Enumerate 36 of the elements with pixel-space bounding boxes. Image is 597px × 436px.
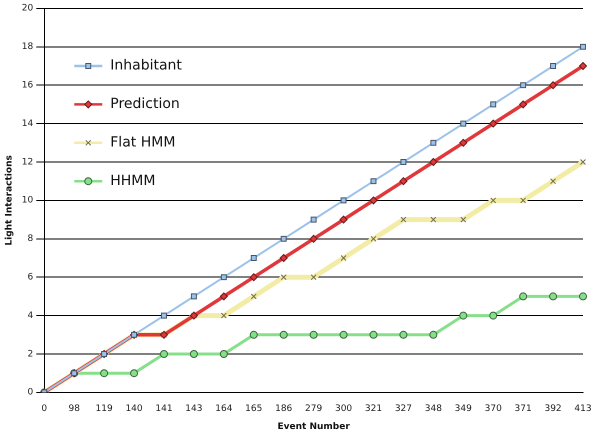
y-tick-label: 16 xyxy=(22,80,34,91)
legend-label: Prediction xyxy=(110,96,180,112)
x-tick-label: 0 xyxy=(41,404,48,414)
x-tick-label: 140 xyxy=(125,404,143,414)
legend-label: HHMM xyxy=(110,172,156,189)
y-tick-label: 18 xyxy=(22,42,34,52)
x-tick-label: 321 xyxy=(364,404,382,414)
x-tick-label: 98 xyxy=(68,404,80,414)
x-tick-label: 164 xyxy=(215,404,233,414)
x-tick-label: 300 xyxy=(334,404,352,414)
y-tick-label: 6 xyxy=(28,272,34,283)
x-tick-label: 165 xyxy=(245,404,262,414)
x-tick-label: 327 xyxy=(394,404,412,414)
x-tick-label: 371 xyxy=(514,404,532,414)
x-tick-label: 141 xyxy=(155,404,173,414)
x-tick-label: 370 xyxy=(484,404,502,414)
y-tick-label: 2 xyxy=(28,349,34,360)
x-tick-label: 413 xyxy=(574,404,592,414)
legend-label: Inhabitant xyxy=(110,58,182,74)
x-tick-label: 186 xyxy=(275,404,293,414)
x-axis-title: Event Number xyxy=(277,422,350,432)
x-tick-label: 119 xyxy=(96,404,113,414)
x-tick-label: 143 xyxy=(185,404,202,414)
legend-label: Flat HMM xyxy=(110,134,176,150)
y-tick-label: 8 xyxy=(28,234,34,244)
y-tick-label: 4 xyxy=(28,310,34,321)
x-tick-label: 349 xyxy=(454,404,472,414)
y-tick-label: 14 xyxy=(22,118,34,129)
y-tick-label: 20 xyxy=(22,4,34,14)
x-tick-label: 348 xyxy=(424,404,442,414)
y-axis-title: Light Interactions xyxy=(4,155,15,246)
x-tick-label: 279 xyxy=(305,404,322,414)
y-tick-label: 10 xyxy=(22,196,34,206)
y-tick-label: 0 xyxy=(28,388,34,398)
y-tick-label: 12 xyxy=(22,157,34,168)
x-tick-label: 392 xyxy=(544,404,562,414)
